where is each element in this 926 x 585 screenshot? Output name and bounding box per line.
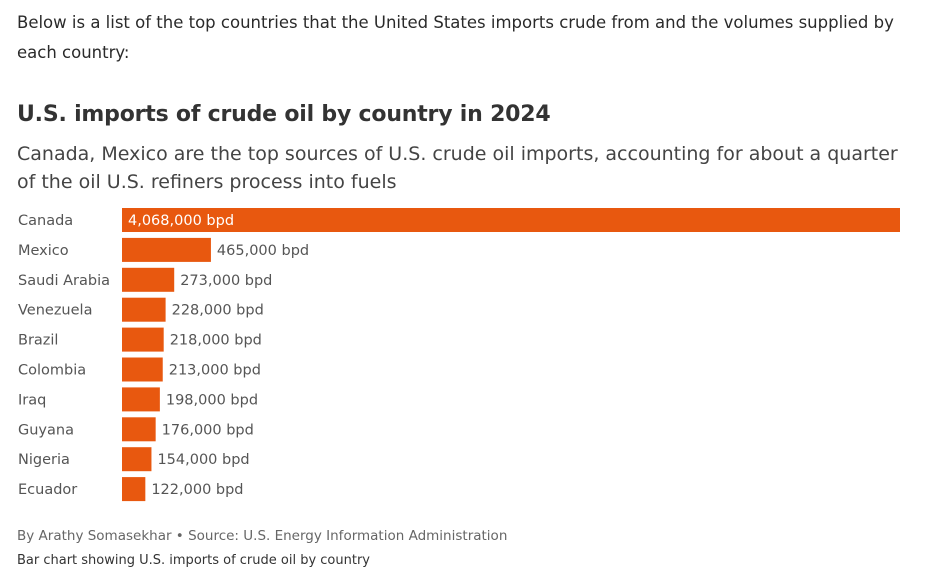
- category-label: Venezuela: [18, 303, 92, 319]
- value-label: 465,000 bpd: [217, 243, 309, 259]
- value-label: 218,000 bpd: [170, 333, 262, 349]
- value-label: 198,000 bpd: [166, 392, 258, 408]
- value-label: 154,000 bpd: [157, 452, 249, 468]
- bar: [122, 417, 156, 442]
- bar: [122, 237, 211, 262]
- value-label: 4,068,000 bpd: [128, 213, 234, 229]
- intro-paragraph: Below is a list of the top countries tha…: [17, 13, 894, 62]
- category-label: Canada: [18, 213, 73, 229]
- value-label: 122,000 bpd: [151, 482, 243, 498]
- value-label: 273,000 bpd: [180, 273, 272, 289]
- bar-chart: Canada 4,068,000 bpd Mexico 465,000 bpd Saud…: [18, 208, 900, 502]
- bar: [122, 297, 166, 322]
- bar: [122, 387, 160, 412]
- chart-title: U.S. imports of crude oil by country in …: [17, 102, 551, 127]
- category-label: Colombia: [18, 363, 86, 379]
- value-label: 213,000 bpd: [169, 363, 261, 379]
- bar: [122, 208, 900, 232]
- chart-credit: By Arathy Somasekhar • Source: U.S. Ener…: [17, 528, 508, 544]
- category-label: Brazil: [18, 333, 58, 349]
- category-label: Guyana: [18, 422, 74, 438]
- bar: [122, 447, 152, 472]
- value-label: 176,000 bpd: [162, 422, 254, 438]
- category-label: Ecuador: [18, 482, 77, 498]
- bar: [122, 327, 164, 352]
- bar: [122, 267, 175, 292]
- value-label: 228,000 bpd: [172, 303, 264, 319]
- bar: [122, 477, 146, 502]
- chart-caption: Bar chart showing U.S. imports of crude …: [17, 553, 370, 568]
- category-label: Saudi Arabia: [18, 273, 110, 289]
- chart-subtitle: Canada, Mexico are the top sources of U.…: [17, 143, 898, 193]
- bar: [122, 357, 163, 382]
- category-label: Nigeria: [18, 452, 70, 468]
- category-label: Iraq: [18, 392, 46, 408]
- category-label: Mexico: [18, 243, 69, 259]
